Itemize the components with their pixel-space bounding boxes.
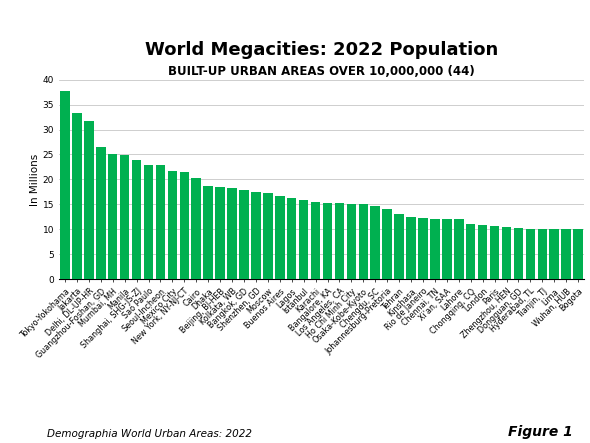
Bar [490, 226, 499, 279]
Bar [346, 204, 356, 279]
Title: World Megacities: 2022 Population: World Megacities: 2022 Population [145, 41, 498, 59]
Bar [323, 203, 332, 279]
Bar [526, 229, 535, 279]
Bar [537, 229, 547, 279]
Text: Figure 1: Figure 1 [507, 424, 572, 439]
Bar [442, 219, 451, 279]
Bar [192, 179, 201, 279]
Bar [430, 219, 440, 279]
Bar [311, 202, 320, 279]
Bar [120, 155, 129, 279]
Bar [108, 155, 117, 279]
Bar [466, 224, 476, 279]
Bar [84, 120, 94, 279]
Bar [502, 227, 512, 279]
Y-axis label: In Millions: In Millions [30, 153, 40, 206]
Bar [239, 190, 249, 279]
Bar [478, 225, 487, 279]
Text: BUILT-UP URBAN AREAS OVER 10,000,000 (44): BUILT-UP URBAN AREAS OVER 10,000,000 (44… [168, 65, 475, 78]
Bar [263, 194, 273, 279]
Bar [514, 228, 523, 279]
Bar [394, 214, 404, 279]
Bar [227, 188, 237, 279]
Bar [418, 218, 428, 279]
Bar [144, 165, 153, 279]
Bar [179, 172, 189, 279]
Bar [156, 165, 165, 279]
Bar [215, 187, 225, 279]
Bar [251, 192, 261, 279]
Bar [287, 198, 297, 279]
Bar [96, 147, 106, 279]
Bar [549, 229, 559, 279]
Bar [335, 203, 344, 279]
Bar [275, 196, 284, 279]
Bar [299, 200, 309, 279]
Bar [407, 218, 416, 279]
Bar [60, 91, 70, 279]
Bar [371, 206, 380, 279]
Text: Demographia World Urban Areas: 2022: Demographia World Urban Areas: 2022 [47, 428, 252, 439]
Bar [454, 219, 464, 279]
Bar [382, 209, 392, 279]
Bar [132, 160, 142, 279]
Bar [204, 187, 213, 279]
Bar [359, 204, 368, 279]
Bar [573, 229, 583, 279]
Bar [168, 171, 177, 279]
Bar [72, 113, 81, 279]
Bar [562, 229, 571, 279]
